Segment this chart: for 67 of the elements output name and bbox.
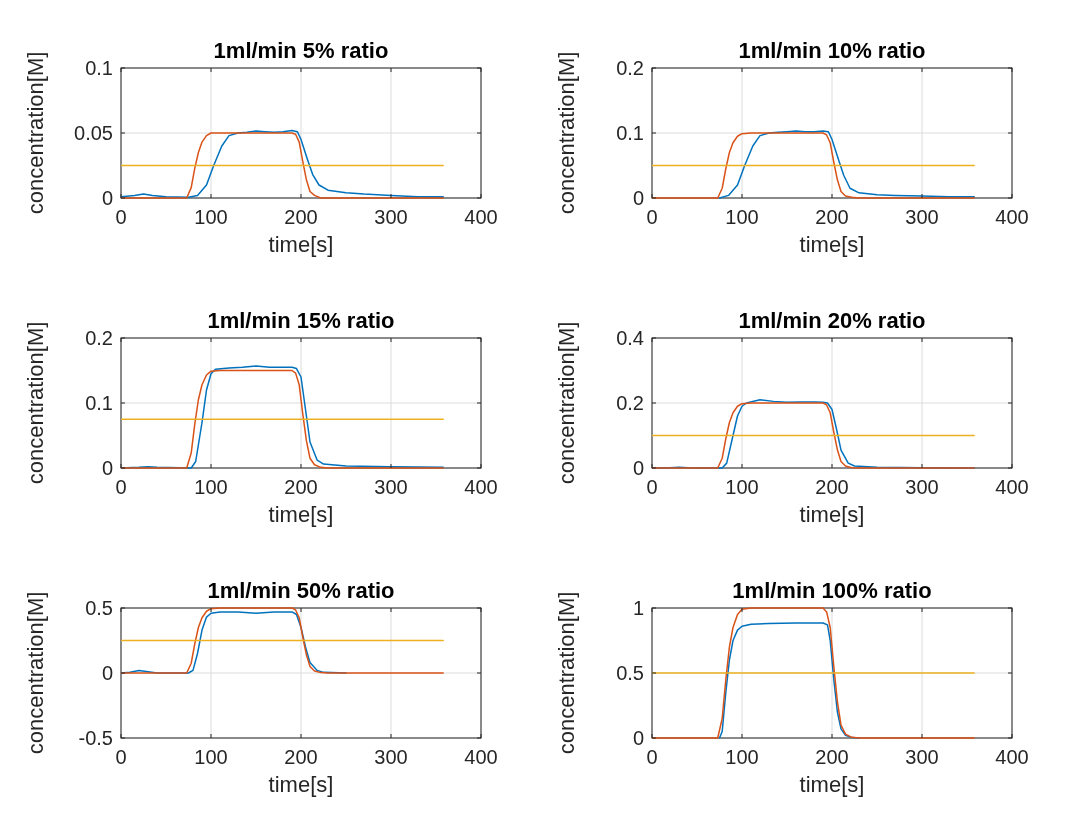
x-tick-label: 100: [194, 206, 228, 228]
y-axis-title: concentration[M]: [554, 51, 579, 215]
x-tick-label: 400: [464, 206, 498, 228]
y-axis-title: concentration[M]: [554, 591, 579, 755]
x-tick-label: 200: [815, 746, 849, 768]
y-axis-title: concentration[M]: [554, 321, 579, 485]
chart-title: 1ml/min 20% ratio: [738, 308, 926, 333]
x-tick-label: 0: [646, 206, 658, 228]
x-tick-label: 300: [374, 746, 408, 768]
chart-title: 1ml/min 15% ratio: [207, 308, 395, 333]
y-tick-label: 0.5: [85, 597, 113, 619]
y-tick-label: 1: [632, 597, 644, 619]
y-tick-label: 0.05: [74, 122, 113, 144]
y-tick-label: 0.1: [85, 57, 113, 79]
y-axis-title: concentration[M]: [23, 51, 48, 215]
chart-title: 1ml/min 5% ratio: [213, 38, 389, 63]
x-tick-label: 400: [464, 746, 498, 768]
x-tick-label: 200: [284, 746, 318, 768]
y-tick-label: 0: [101, 457, 113, 479]
x-tick-label: 200: [815, 476, 849, 498]
x-tick-label: 100: [194, 746, 228, 768]
y-tick-label: -0.5: [78, 727, 113, 749]
y-axis-title: concentration[M]: [23, 321, 48, 485]
x-tick-label: 400: [995, 746, 1029, 768]
y-tick-label: 0: [632, 187, 644, 209]
x-axis-title: time[s]: [799, 502, 865, 527]
x-axis-title: time[s]: [799, 232, 865, 257]
y-tick-label: 0.2: [616, 392, 644, 414]
x-tick-label: 100: [725, 746, 759, 768]
x-tick-label: 0: [646, 746, 658, 768]
chart-title: 1ml/min 50% ratio: [207, 578, 395, 603]
x-axis-title: time[s]: [799, 772, 865, 797]
x-tick-label: 300: [374, 206, 408, 228]
x-tick-label: 200: [284, 206, 318, 228]
y-tick-label: 0: [101, 187, 113, 209]
x-tick-label: 0: [115, 746, 127, 768]
x-tick-label: 100: [725, 476, 759, 498]
x-tick-label: 0: [646, 476, 658, 498]
y-tick-label: 0.2: [85, 327, 113, 349]
x-tick-label: 200: [815, 206, 849, 228]
x-tick-label: 300: [905, 746, 939, 768]
chart-title: 1ml/min 100% ratio: [732, 578, 932, 603]
x-axis-title: time[s]: [268, 502, 334, 527]
y-tick-label: 0.4: [616, 327, 644, 349]
y-tick-label: 0: [632, 457, 644, 479]
y-tick-label: 0.2: [616, 57, 644, 79]
x-tick-label: 0: [115, 476, 127, 498]
x-tick-label: 100: [194, 476, 228, 498]
x-tick-label: 300: [905, 206, 939, 228]
x-tick-label: 400: [995, 206, 1029, 228]
y-tick-label: 0: [101, 662, 113, 684]
x-tick-label: 400: [995, 476, 1029, 498]
y-axis-title: concentration[M]: [23, 591, 48, 755]
x-tick-label: 300: [905, 476, 939, 498]
x-tick-label: 200: [284, 476, 318, 498]
x-axis-title: time[s]: [268, 232, 334, 257]
chart-title: 1ml/min 10% ratio: [738, 38, 926, 63]
y-tick-label: 0.5: [616, 662, 644, 684]
x-tick-label: 300: [374, 476, 408, 498]
y-tick-label: 0.1: [616, 122, 644, 144]
y-tick-label: 0.1: [85, 392, 113, 414]
x-tick-label: 400: [464, 476, 498, 498]
x-axis-title: time[s]: [268, 772, 334, 797]
y-tick-label: 0: [632, 727, 644, 749]
x-tick-label: 0: [115, 206, 127, 228]
x-tick-label: 100: [725, 206, 759, 228]
line-series: [718, 130, 975, 199]
